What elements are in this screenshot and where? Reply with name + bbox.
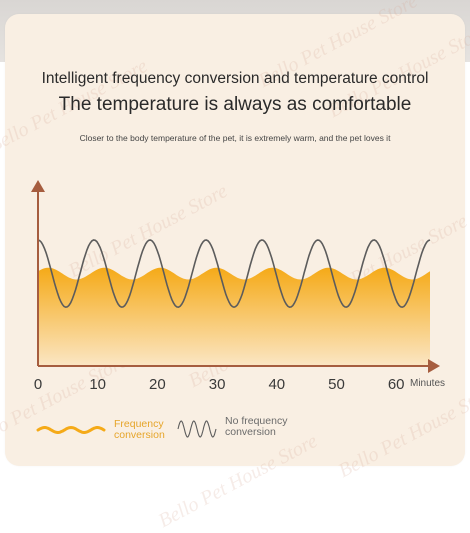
x-tick-label-0: 0: [34, 376, 42, 393]
legend-no-frequency-swatch: [177, 420, 217, 438]
x-axis-arrow: [428, 359, 440, 373]
caption: Closer to the body temperature of the pe…: [79, 133, 391, 143]
x-axis-unit-label: Minutes: [410, 378, 445, 389]
content-card: [5, 14, 465, 466]
subtitle: The temperature is always as comfortable: [58, 94, 412, 115]
legend-frequency-swatch: [36, 425, 106, 434]
x-tick-label-10: 10: [89, 376, 106, 393]
x-tick-label-50: 50: [328, 376, 345, 393]
x-tick-label-60: 60: [388, 376, 405, 393]
series-frequency-conversion-area: [38, 267, 430, 366]
x-tick-label-30: 30: [209, 376, 226, 393]
x-tick-label-40: 40: [268, 376, 285, 393]
temperature-chart: 0 10 20 30 40 50 60 Minutes: [31, 180, 445, 393]
x-tick-label-20: 20: [149, 376, 166, 393]
legend-no-frequency-label: No frequency conversion: [225, 415, 288, 438]
y-axis-arrow: [31, 180, 45, 192]
series-no-frequency-conversion-line: [37, 239, 431, 309]
legend-frequency-label: Frequency conversion: [114, 418, 165, 441]
main-title: Intelligent frequency conversion and tem…: [41, 70, 429, 87]
